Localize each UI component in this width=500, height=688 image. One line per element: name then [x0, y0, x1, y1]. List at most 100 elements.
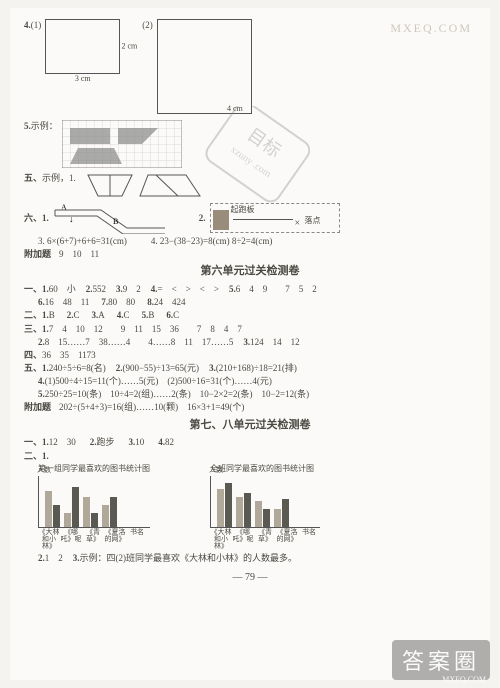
- extra1-row: 附加题 9 10 11: [24, 248, 476, 260]
- u78r3l3: 3.: [73, 552, 80, 564]
- u6r3l4: 4.: [117, 309, 124, 321]
- u78r1v3: 10: [135, 436, 144, 448]
- u6r7l3: 3.: [209, 362, 216, 374]
- u78r1l1: 一、1.: [24, 436, 49, 448]
- bar-group: [64, 476, 79, 527]
- x-label: 《青草》: [82, 529, 104, 550]
- u6-r5: 2.8 15……7 38……4 4……8 11 17……5 3.124 14 1…: [24, 336, 476, 348]
- u6r2l6: 6.: [38, 296, 45, 308]
- u6r1l5: 5.: [229, 283, 236, 295]
- sec6-row: 六、1. A B ↓ 2. 起跑板 × 落点: [24, 202, 476, 234]
- bar: [110, 497, 117, 527]
- u6r5v2: 8 15……7 38……4 4……8 11 17……5: [45, 336, 234, 348]
- charts-row: 第一组同学最喜欢的图书统计图 人数 《大林和小林》《哪吒》呢《青草》《夏洛的网》…: [24, 464, 476, 551]
- labelA: A: [61, 203, 67, 212]
- u78r1v1: 12 30: [49, 436, 76, 448]
- board-icon: [213, 210, 229, 230]
- x-label: 《哪吒》呢: [60, 529, 82, 550]
- bar-group: [217, 476, 232, 527]
- sec5-label: 五、: [24, 172, 42, 184]
- x-label: 《大林和小林》: [210, 529, 232, 550]
- unit78-title: 第七、八单元过关检测卷: [24, 418, 476, 433]
- u78r3l2: 2.: [38, 552, 45, 564]
- u6r1l1: 一、1.: [24, 283, 49, 295]
- q4-row: 4. (1) 2 cm 3 cm (2) 4 cm: [24, 19, 476, 114]
- u6r1v3: 9 2: [123, 283, 141, 295]
- bar: [102, 505, 109, 527]
- rect-2: 4 cm: [157, 19, 252, 114]
- y-axis-label: 人数: [37, 466, 51, 475]
- bar: [72, 487, 79, 527]
- page-content: MXEQ.COM 4. (1) 2 cm 3 cm (2) 4 cm 目标 xz…: [10, 8, 490, 680]
- u6r3v5: B: [148, 309, 154, 321]
- bar: [53, 505, 60, 527]
- u78r3v3: 示例：四(2)班同学最喜欢《大林和小林》的人数最多。: [80, 552, 298, 564]
- u6r8v4: (1)500÷4÷15=11(个)……5(元) (2)500÷16=31(个)……: [45, 375, 272, 387]
- u6r1v5: 6 4 9 7 5 2: [236, 283, 317, 295]
- u6r1l2: 2.: [86, 283, 93, 295]
- u6r3l6: 6.: [166, 309, 173, 321]
- u78r1l3: 3.: [129, 436, 136, 448]
- u6r6v: 36 35 1173: [42, 349, 96, 361]
- u6-r8: 4.(1)500÷4÷15=11(个)……5(元) (2)500÷16=31(个…: [24, 375, 476, 387]
- bar: [282, 499, 289, 527]
- x-label: 《哪吒》呢: [232, 529, 254, 550]
- eq-row: 3. 6×(6+7)+6+6=31(cm) 4. 23−(38−23)=8(cm…: [24, 235, 476, 247]
- u6r10v: 202÷(5+4+3)=16(组)……10(颗) 16×3+1=49(个): [59, 401, 244, 413]
- q5-text: 示例：: [31, 120, 58, 132]
- bar: [255, 501, 262, 527]
- bar-group: [255, 476, 270, 527]
- u6r3l5: 5.: [142, 309, 149, 321]
- bar-group: [236, 476, 251, 527]
- x-label: 书名: [298, 529, 320, 550]
- x-label: 《夏洛的网》: [276, 529, 298, 550]
- eq-b: 4. 23−(38−23)=8(cm) 8÷2=4(cm): [151, 235, 272, 247]
- u6r8l4: 4.: [38, 375, 45, 387]
- bar-group: [102, 476, 117, 527]
- q5-grid: [62, 120, 182, 168]
- bar-group: [274, 476, 289, 527]
- sec6-n2: 2.: [199, 212, 206, 224]
- u6r2v8: 24 424: [154, 296, 186, 308]
- u6r3v4: C: [124, 309, 130, 321]
- u6r9v5: 250÷25=10(条) 10÷4=2(组)……2(条) 10−2×2=2(条)…: [45, 388, 309, 400]
- sec6-label: 六、1.: [24, 212, 49, 224]
- u6-r9: 5.250÷25=10(条) 10÷4=2(组)……2(条) 10−2×2=2(…: [24, 388, 476, 400]
- u6-r1: 一、1.60 小 2.552 3.9 2 4.= < > < > 5.6 4 9…: [24, 283, 476, 295]
- chart2-xlabels: 《大林和小林》《哪吒》呢《青草》《夏洛的网》书名: [210, 529, 320, 550]
- u6r2l7: 7.: [101, 296, 108, 308]
- bar: [263, 509, 270, 527]
- u78-r2: 二、1.: [24, 450, 476, 462]
- bar: [217, 489, 224, 527]
- bar-group: [45, 476, 60, 527]
- u6r7l1: 五、1.: [24, 362, 49, 374]
- rect1-hlabel: 2 cm: [121, 41, 137, 52]
- u6r5l3: 3.: [243, 336, 250, 348]
- u6r3v3: A: [98, 309, 105, 321]
- land-x: ×: [295, 217, 301, 231]
- u6r4l1: 三、1.: [24, 323, 49, 335]
- rect-1: 2 cm 3 cm: [45, 19, 120, 74]
- x-label: 书名: [126, 529, 148, 550]
- unit6-title: 第六单元过关检测卷: [24, 264, 476, 279]
- u6r2l8: 8.: [147, 296, 154, 308]
- u6r7l2: 2.: [116, 362, 123, 374]
- u6r7v1: 240÷5÷6=8(名): [49, 362, 106, 374]
- q5-label: 5.: [24, 120, 31, 132]
- land-label: 落点: [305, 216, 321, 227]
- bar-group: [83, 476, 98, 527]
- sec5-text: 示例，1.: [42, 172, 76, 184]
- extra1-label: 附加题: [24, 248, 51, 260]
- u6-r4: 三、1.7 4 10 12 9 11 15 36 7 8 4 7: [24, 323, 476, 335]
- pagenum-val: 79: [245, 572, 255, 583]
- u6-r6: 四、36 35 1173: [24, 349, 476, 361]
- u6r3v1: B: [49, 309, 55, 321]
- chart2-wrap: 全班同学最喜欢的图书统计图 人数 《大林和小林》《哪吒》呢《青草》《夏洛的网》书…: [210, 464, 320, 551]
- u6r1l3: 3.: [116, 283, 123, 295]
- q4-p1: (1): [31, 19, 42, 31]
- u6r1v1: 60 小: [49, 283, 76, 295]
- u6r7v3: (210+168)÷18=21(排): [216, 362, 297, 374]
- u6-r10: 附加题 202÷(5+4+3)=16(组)……10(颗) 16×3+1=49(个…: [24, 401, 476, 413]
- bar: [236, 497, 243, 527]
- x-label: 《青草》: [254, 529, 276, 550]
